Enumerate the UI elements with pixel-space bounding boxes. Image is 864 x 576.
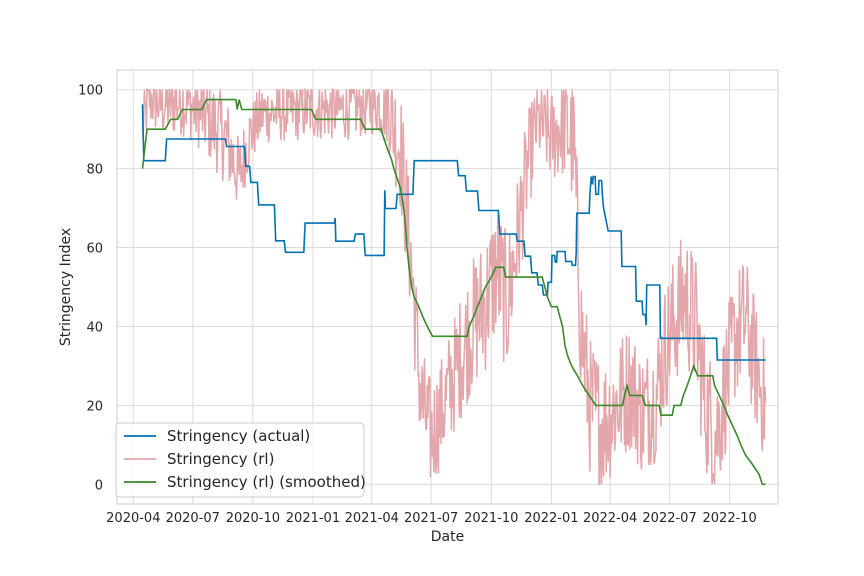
x-tick-label: 2022-04 xyxy=(583,511,637,526)
y-tick-labels: 0 20 40 60 80 100 xyxy=(78,84,103,494)
y-axis-label: Stringency Index xyxy=(58,228,74,346)
x-tick-label: 2022-07 xyxy=(642,511,696,526)
x-tick-label: 2021-07 xyxy=(404,511,458,526)
y-tick-label: 100 xyxy=(78,84,103,99)
x-axis-label: Date xyxy=(431,529,464,545)
x-tick-label: 2021-01 xyxy=(286,511,340,526)
legend: Stringency (actual) Stringency (rl) Stri… xyxy=(115,422,366,498)
x-tick-label: 2021-10 xyxy=(464,511,518,526)
x-tick-label: 2021-04 xyxy=(345,511,399,526)
y-tick-label: 20 xyxy=(86,399,103,414)
y-tick-label: 80 xyxy=(86,163,103,178)
series-layer xyxy=(141,87,767,486)
series-line-smoothed xyxy=(141,98,766,486)
legend-label-rl: Stringency (rl) xyxy=(167,450,274,468)
y-tick-label: 0 xyxy=(95,478,103,493)
legend-label-actual: Stringency (actual) xyxy=(167,427,310,445)
series-line-rl xyxy=(141,87,767,486)
legend-box xyxy=(115,422,365,498)
x-tick-label: 2020-07 xyxy=(166,511,220,526)
plot-frame xyxy=(116,69,779,505)
series-line-actual xyxy=(141,104,766,361)
x-tick-labels: 2020-04 2020-07 2020-10 2021-01 2021-04 2021-… xyxy=(106,511,757,526)
legend-label-smoothed: Stringency (rl) (smoothed) xyxy=(167,473,366,491)
x-tick-label: 2022-10 xyxy=(703,511,757,526)
y-tick-label: 40 xyxy=(86,320,103,335)
x-tick-label: 2022-01 xyxy=(524,511,578,526)
y-tick-label: 60 xyxy=(86,242,103,257)
x-tick-label: 2020-04 xyxy=(106,511,160,526)
x-tick-label: 2020-10 xyxy=(226,511,280,526)
